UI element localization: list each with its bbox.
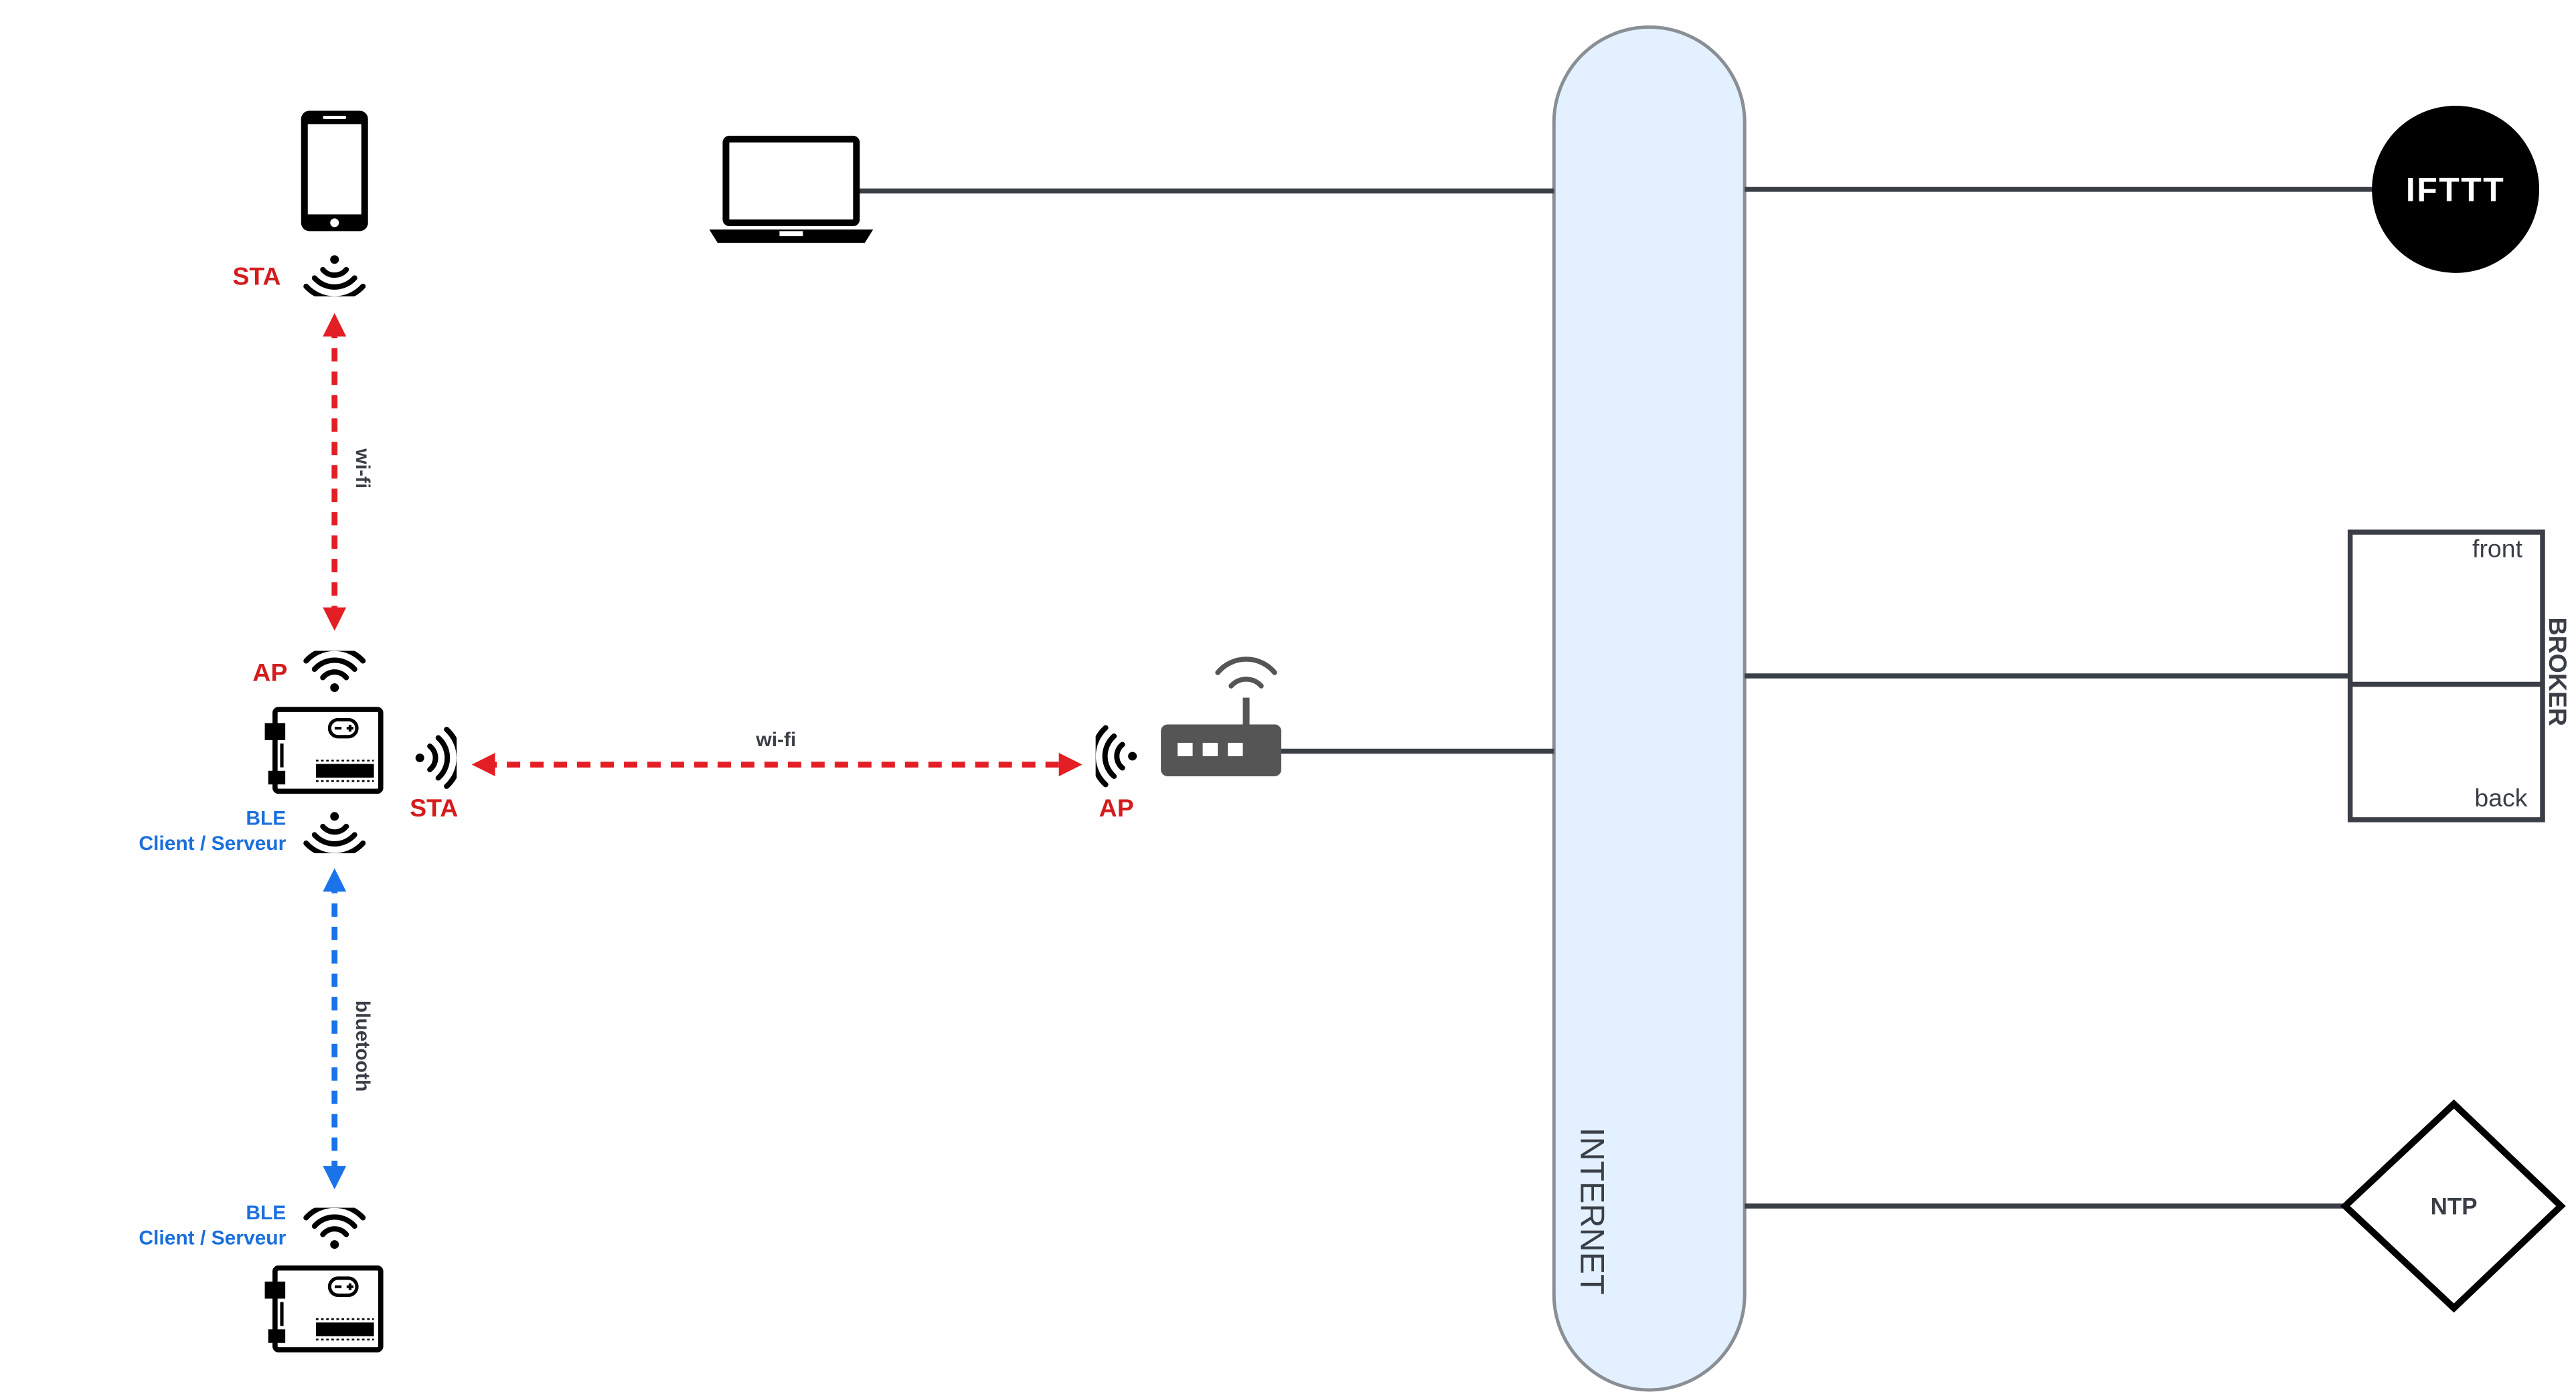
ntp-label: NTP bbox=[2431, 1194, 2478, 1220]
esp-main-board-icon bbox=[265, 709, 381, 791]
broker-back-label: back bbox=[2474, 784, 2527, 812]
ifttt-label: IFTTT bbox=[2406, 171, 2505, 208]
router-icon bbox=[1161, 657, 1282, 776]
esp2-ble-label: BLE bbox=[246, 1202, 286, 1224]
esp-esp-link-label: bluetooth bbox=[351, 1000, 374, 1092]
smartphone-icon bbox=[301, 110, 368, 232]
esp-sta-label: STA bbox=[410, 794, 458, 822]
broker-box bbox=[2347, 529, 2545, 822]
phone-sta-label: STA bbox=[232, 262, 280, 290]
esp-ble-label: BLE bbox=[246, 807, 286, 829]
router-ap-wifi-icon bbox=[1093, 727, 1137, 784]
ifttt-logo bbox=[2372, 105, 2540, 273]
broker-label: BROKER bbox=[2544, 618, 2572, 726]
esp-ble-sub-label: Client / Serveur bbox=[139, 833, 286, 855]
esp-ap-wifi-icon bbox=[306, 648, 363, 692]
esp-ble-wifi-icon bbox=[306, 812, 363, 855]
esp-router-link-label: wi-fi bbox=[755, 729, 796, 751]
router-ap-label: AP bbox=[1099, 794, 1134, 822]
esp-sta-wifi-icon bbox=[416, 729, 459, 786]
phone-esp-link-label: wi-fi bbox=[351, 448, 374, 489]
laptop-icon bbox=[709, 135, 874, 243]
esp-ap-label: AP bbox=[252, 659, 287, 687]
ntp-node bbox=[2340, 1099, 2566, 1313]
internet-cloud bbox=[1552, 25, 1747, 1392]
esp2-ble-sub-label: Client / Serveur bbox=[139, 1227, 286, 1249]
internet-label: INTERNET bbox=[1573, 1128, 1611, 1295]
esp2-ble-wifi-icon bbox=[306, 1205, 363, 1249]
broker-front-label: front bbox=[2472, 535, 2523, 563]
phone-wifi-icon bbox=[306, 255, 363, 298]
esp-secondary-board-icon bbox=[265, 1268, 381, 1350]
